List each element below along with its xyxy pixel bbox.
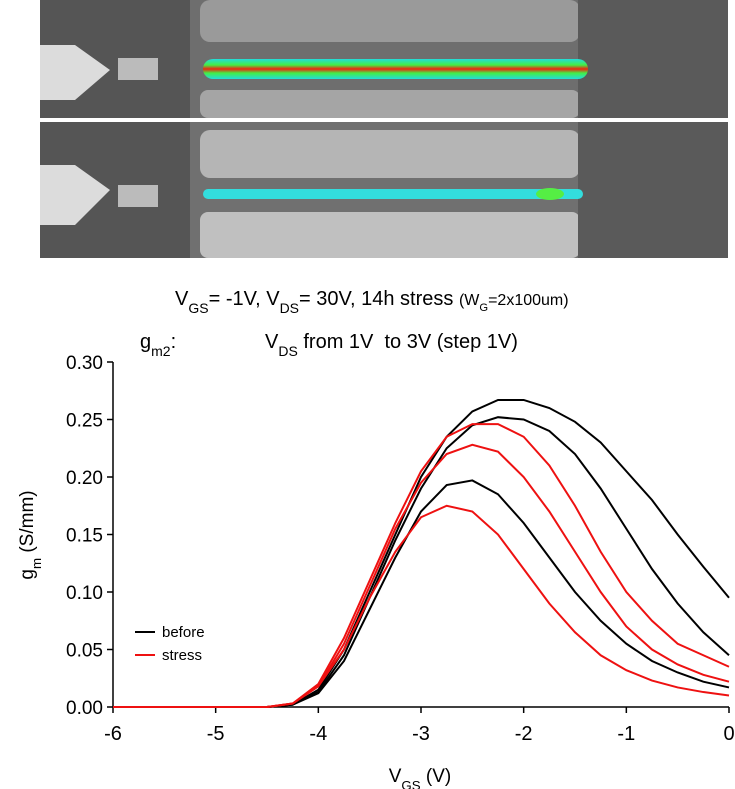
x-tick-label: -4 [309, 723, 327, 745]
subscript: m [29, 558, 44, 569]
subscript: G [479, 302, 488, 314]
text-part: (W [459, 292, 480, 309]
text-part: (S/mm) [17, 490, 38, 558]
micrograph-top [40, 0, 728, 118]
text-part: (V) [421, 766, 452, 787]
title-prefix: gm2: [140, 331, 176, 359]
x-tick-label: -3 [412, 723, 430, 745]
text-part: =2x100um) [488, 292, 569, 309]
text-part: : [171, 331, 177, 353]
text-part: V [265, 331, 279, 353]
y-tick-label: 0.25 [66, 411, 103, 432]
subscript: GS [188, 300, 208, 316]
text-part: from 1V to 3V (step 1V) [298, 331, 518, 353]
series-line [113, 504, 730, 708]
text-part: g [140, 331, 151, 353]
subscript: m2 [151, 343, 171, 359]
text-part: V [175, 288, 189, 310]
y-tick-label: 0.10 [66, 583, 103, 604]
series-line [113, 479, 730, 708]
text-part: = 30V, 14h stress [299, 288, 459, 310]
subscript: DS [280, 300, 299, 316]
legend-label: stress [162, 647, 202, 664]
legend-label: before [162, 624, 205, 641]
annotation: VGS= -1V, VDS= 30V, 14h stress (WG=2x100… [175, 288, 569, 316]
x-tick-label: -6 [104, 723, 122, 745]
y-tick-label: 0.20 [66, 468, 103, 489]
y-axis-label: gm (S/mm) [17, 490, 44, 579]
y-tick-label: 0.15 [66, 526, 103, 547]
text-part: = -1V, V [209, 288, 281, 310]
subscript: GS [401, 778, 420, 789]
series-line [113, 423, 730, 708]
y-tick-label: 0.30 [66, 353, 103, 374]
chart-title: VDS from 1V to 3V (step 1V) [265, 331, 518, 359]
x-tick-label: -1 [617, 723, 635, 745]
y-tick-label: 0.00 [66, 698, 103, 719]
x-tick-label: -5 [207, 723, 225, 745]
subscript: DS [278, 343, 297, 359]
divider [40, 118, 728, 122]
text-part: V [389, 766, 402, 787]
y-tick-label: 0.05 [66, 641, 103, 662]
micrograph-bottom [40, 122, 728, 258]
text-part: g [17, 569, 38, 580]
x-axis-label: VGS (V) [389, 766, 452, 789]
series-line [113, 398, 730, 708]
x-tick-label: 0 [723, 723, 734, 745]
x-tick-label: -2 [515, 723, 533, 745]
series-line [113, 416, 730, 708]
